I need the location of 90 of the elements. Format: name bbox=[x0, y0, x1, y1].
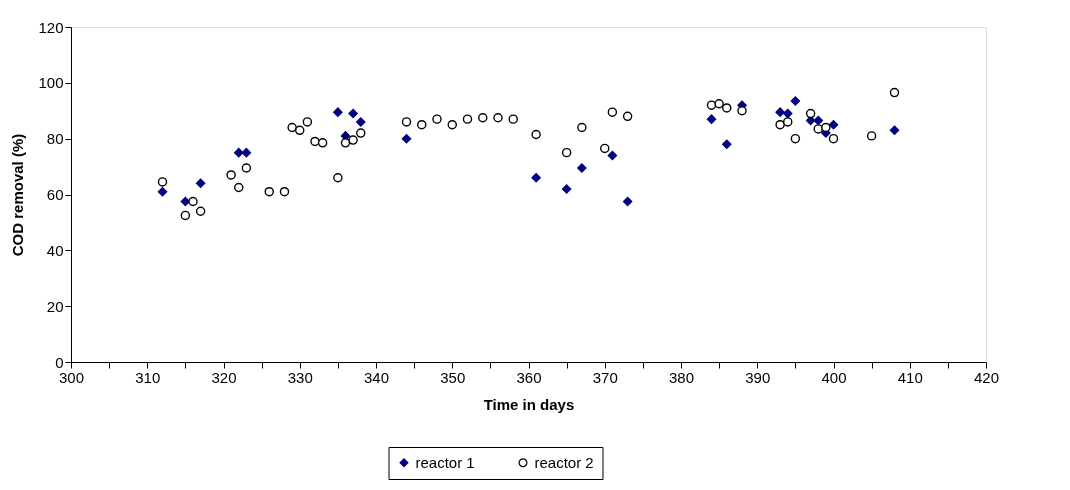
point bbox=[783, 117, 793, 127]
point bbox=[775, 119, 785, 130]
point bbox=[432, 114, 442, 124]
point bbox=[531, 129, 541, 140]
point bbox=[805, 108, 816, 119]
x-tick-label: 340 bbox=[363, 368, 390, 386]
point bbox=[889, 87, 900, 98]
point bbox=[706, 100, 717, 110]
point bbox=[195, 206, 206, 216]
x-tick-label: 360 bbox=[516, 368, 542, 386]
point bbox=[356, 117, 366, 127]
point bbox=[783, 108, 793, 119]
point bbox=[295, 125, 305, 136]
point bbox=[866, 131, 877, 141]
point bbox=[287, 122, 297, 133]
point bbox=[401, 133, 412, 144]
point bbox=[317, 138, 328, 148]
point bbox=[828, 119, 839, 130]
point bbox=[828, 133, 839, 144]
point bbox=[157, 186, 168, 197]
point bbox=[607, 107, 618, 117]
x-axis-title: Time in days bbox=[483, 395, 575, 413]
point bbox=[264, 186, 274, 197]
point bbox=[722, 103, 732, 113]
point bbox=[813, 115, 823, 126]
point bbox=[447, 119, 457, 130]
point bbox=[889, 125, 900, 136]
point bbox=[790, 133, 801, 144]
point bbox=[622, 196, 633, 207]
point bbox=[340, 138, 351, 148]
x-tick-label: 330 bbox=[287, 368, 313, 386]
point bbox=[333, 173, 343, 183]
y-tick-label: 120 bbox=[38, 18, 64, 36]
point bbox=[561, 147, 572, 158]
legend-label: reactor 2 bbox=[534, 453, 594, 471]
point bbox=[226, 170, 236, 180]
x-tick-label: 320 bbox=[211, 368, 237, 386]
point bbox=[531, 173, 541, 183]
y-tick-label: 80 bbox=[46, 130, 64, 148]
point bbox=[607, 150, 618, 161]
y-tick-label: 0 bbox=[55, 353, 64, 371]
point bbox=[600, 143, 610, 154]
x-tick-label: 400 bbox=[821, 368, 847, 386]
point bbox=[188, 196, 198, 207]
point bbox=[241, 147, 252, 158]
point bbox=[333, 107, 343, 117]
point bbox=[577, 122, 587, 133]
y-tick-label: 60 bbox=[46, 186, 64, 203]
point bbox=[462, 114, 473, 124]
x-tick-label: 420 bbox=[973, 368, 1000, 386]
point bbox=[790, 96, 801, 106]
point bbox=[821, 122, 831, 133]
point bbox=[478, 113, 488, 123]
point bbox=[356, 128, 366, 138]
x-tick-label: 410 bbox=[897, 368, 923, 386]
point bbox=[180, 210, 191, 221]
y-tick-label: 20 bbox=[46, 297, 64, 315]
x-tick-label: 310 bbox=[135, 368, 161, 386]
point bbox=[417, 119, 427, 130]
point bbox=[234, 182, 244, 193]
point bbox=[706, 114, 717, 124]
point bbox=[195, 178, 206, 189]
point bbox=[722, 139, 732, 149]
point bbox=[508, 114, 518, 124]
y-tick-label: 40 bbox=[46, 241, 64, 259]
point bbox=[234, 147, 244, 158]
point bbox=[561, 184, 572, 194]
x-tick-label: 350 bbox=[440, 368, 466, 386]
point bbox=[577, 163, 587, 173]
point bbox=[813, 124, 823, 134]
point bbox=[348, 135, 358, 145]
x-tick-label: 380 bbox=[668, 368, 695, 386]
point bbox=[348, 108, 358, 119]
point bbox=[279, 186, 290, 197]
legend-label: reactor 1 bbox=[415, 453, 475, 471]
point bbox=[302, 117, 313, 127]
x-tick-label: 390 bbox=[745, 368, 771, 386]
y-tick-label: 100 bbox=[38, 74, 64, 92]
point bbox=[622, 111, 633, 122]
point bbox=[714, 99, 724, 109]
point bbox=[241, 163, 252, 173]
point bbox=[310, 136, 320, 147]
point bbox=[775, 107, 785, 117]
point bbox=[401, 117, 412, 127]
x-tick-label: 370 bbox=[592, 368, 618, 386]
point bbox=[157, 177, 168, 187]
point bbox=[493, 113, 503, 123]
x-tick-label: 300 bbox=[58, 368, 85, 386]
point bbox=[737, 106, 747, 116]
y-axis-title: COD removal (%) bbox=[9, 133, 27, 257]
